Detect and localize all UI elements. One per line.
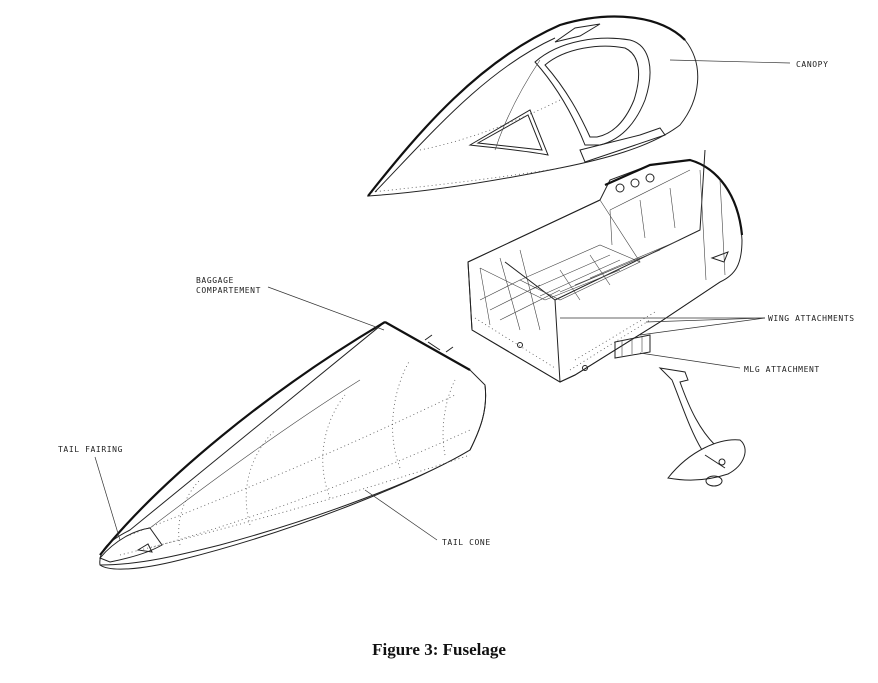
- canopy-part: [366, 15, 699, 197]
- main-landing-gear: [658, 367, 746, 487]
- label-mlg-attachment: MLG ATTACHMENT: [744, 365, 820, 374]
- tail-cone-part: [99, 321, 487, 570]
- label-baggage-line2: COMPARTEMENT: [196, 286, 261, 295]
- label-canopy: CANOPY: [796, 60, 829, 69]
- cockpit-section: [467, 149, 744, 383]
- label-baggage-line1: BAGGAGE: [196, 276, 234, 285]
- label-wing-attachments: WING ATTACHMENTS: [768, 314, 855, 323]
- leader-lines: [94, 59, 791, 541]
- label-tail-fairing: TAIL FAIRING: [58, 445, 123, 454]
- label-tail-cone: TAIL CONE: [442, 538, 491, 547]
- figure-caption: Figure 3: Fuselage: [372, 640, 506, 659]
